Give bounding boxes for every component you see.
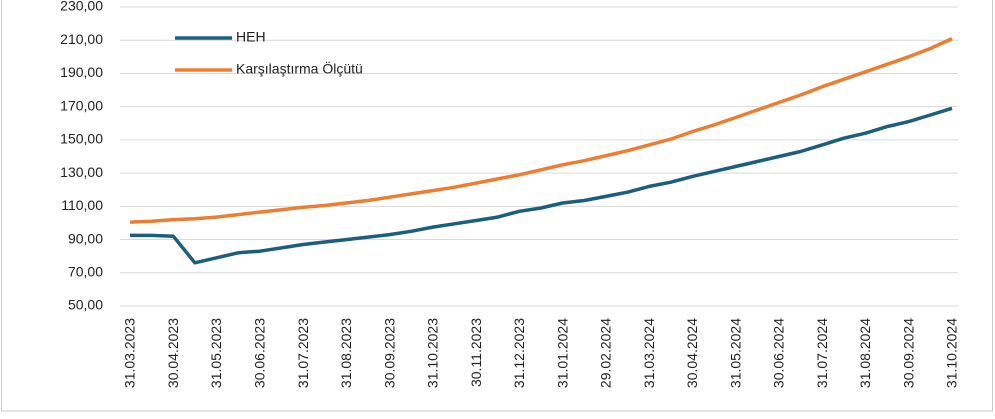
x-tick-label: 31.07.2023 [295,318,311,388]
series-line [130,106,953,265]
x-tick-label: 31.03.2023 [122,318,138,388]
y-tick-label: 210,00 [60,31,103,47]
legend-label: Karşılaştırma Ölçütü [236,60,363,77]
x-tick-label: 31.01.2024 [554,318,570,388]
x-tick-label: 31.03.2024 [641,318,657,388]
x-tick-label: 30.11.2023 [468,318,484,387]
y-tick-label: 150,00 [60,131,103,147]
x-tick-label: 31.10.2023 [425,318,441,388]
y-tick-label: 110,00 [61,197,103,213]
series-line [129,37,953,224]
x-tick-label: 31.05.2024 [727,318,743,388]
y-tick-label: 190,00 [60,64,103,80]
y-tick-label: 170,00 [60,97,103,113]
y-tick-label: 50,00 [68,297,103,313]
y-tick-label: 70,00 [68,263,103,279]
y-tick-label: 230,00 [60,0,103,14]
legend-label: HEH [236,29,266,45]
x-tick-label: 31.05.2023 [208,318,224,388]
x-tick-label: 31.07.2024 [814,318,830,388]
y-tick-label: 90,00 [68,230,103,246]
x-tick-label: 30.06.2023 [251,318,267,388]
x-tick-label: 30.09.2024 [900,318,916,388]
x-tick-label: 30.06.2024 [771,318,787,388]
y-tick-label: 130,00 [60,164,103,180]
x-tick-label: 30.09.2023 [381,318,397,388]
x-tick-label: 29.02.2024 [598,318,614,388]
x-tick-label: 31.08.2024 [857,318,873,388]
x-tick-label: 31.08.2023 [338,318,354,388]
x-tick-label: 31.12.2023 [511,318,527,388]
x-tick-label: 30.04.2024 [684,318,700,388]
x-tick-label: 30.04.2023 [165,318,181,388]
x-tick-label: 31.10.2024 [944,318,960,388]
